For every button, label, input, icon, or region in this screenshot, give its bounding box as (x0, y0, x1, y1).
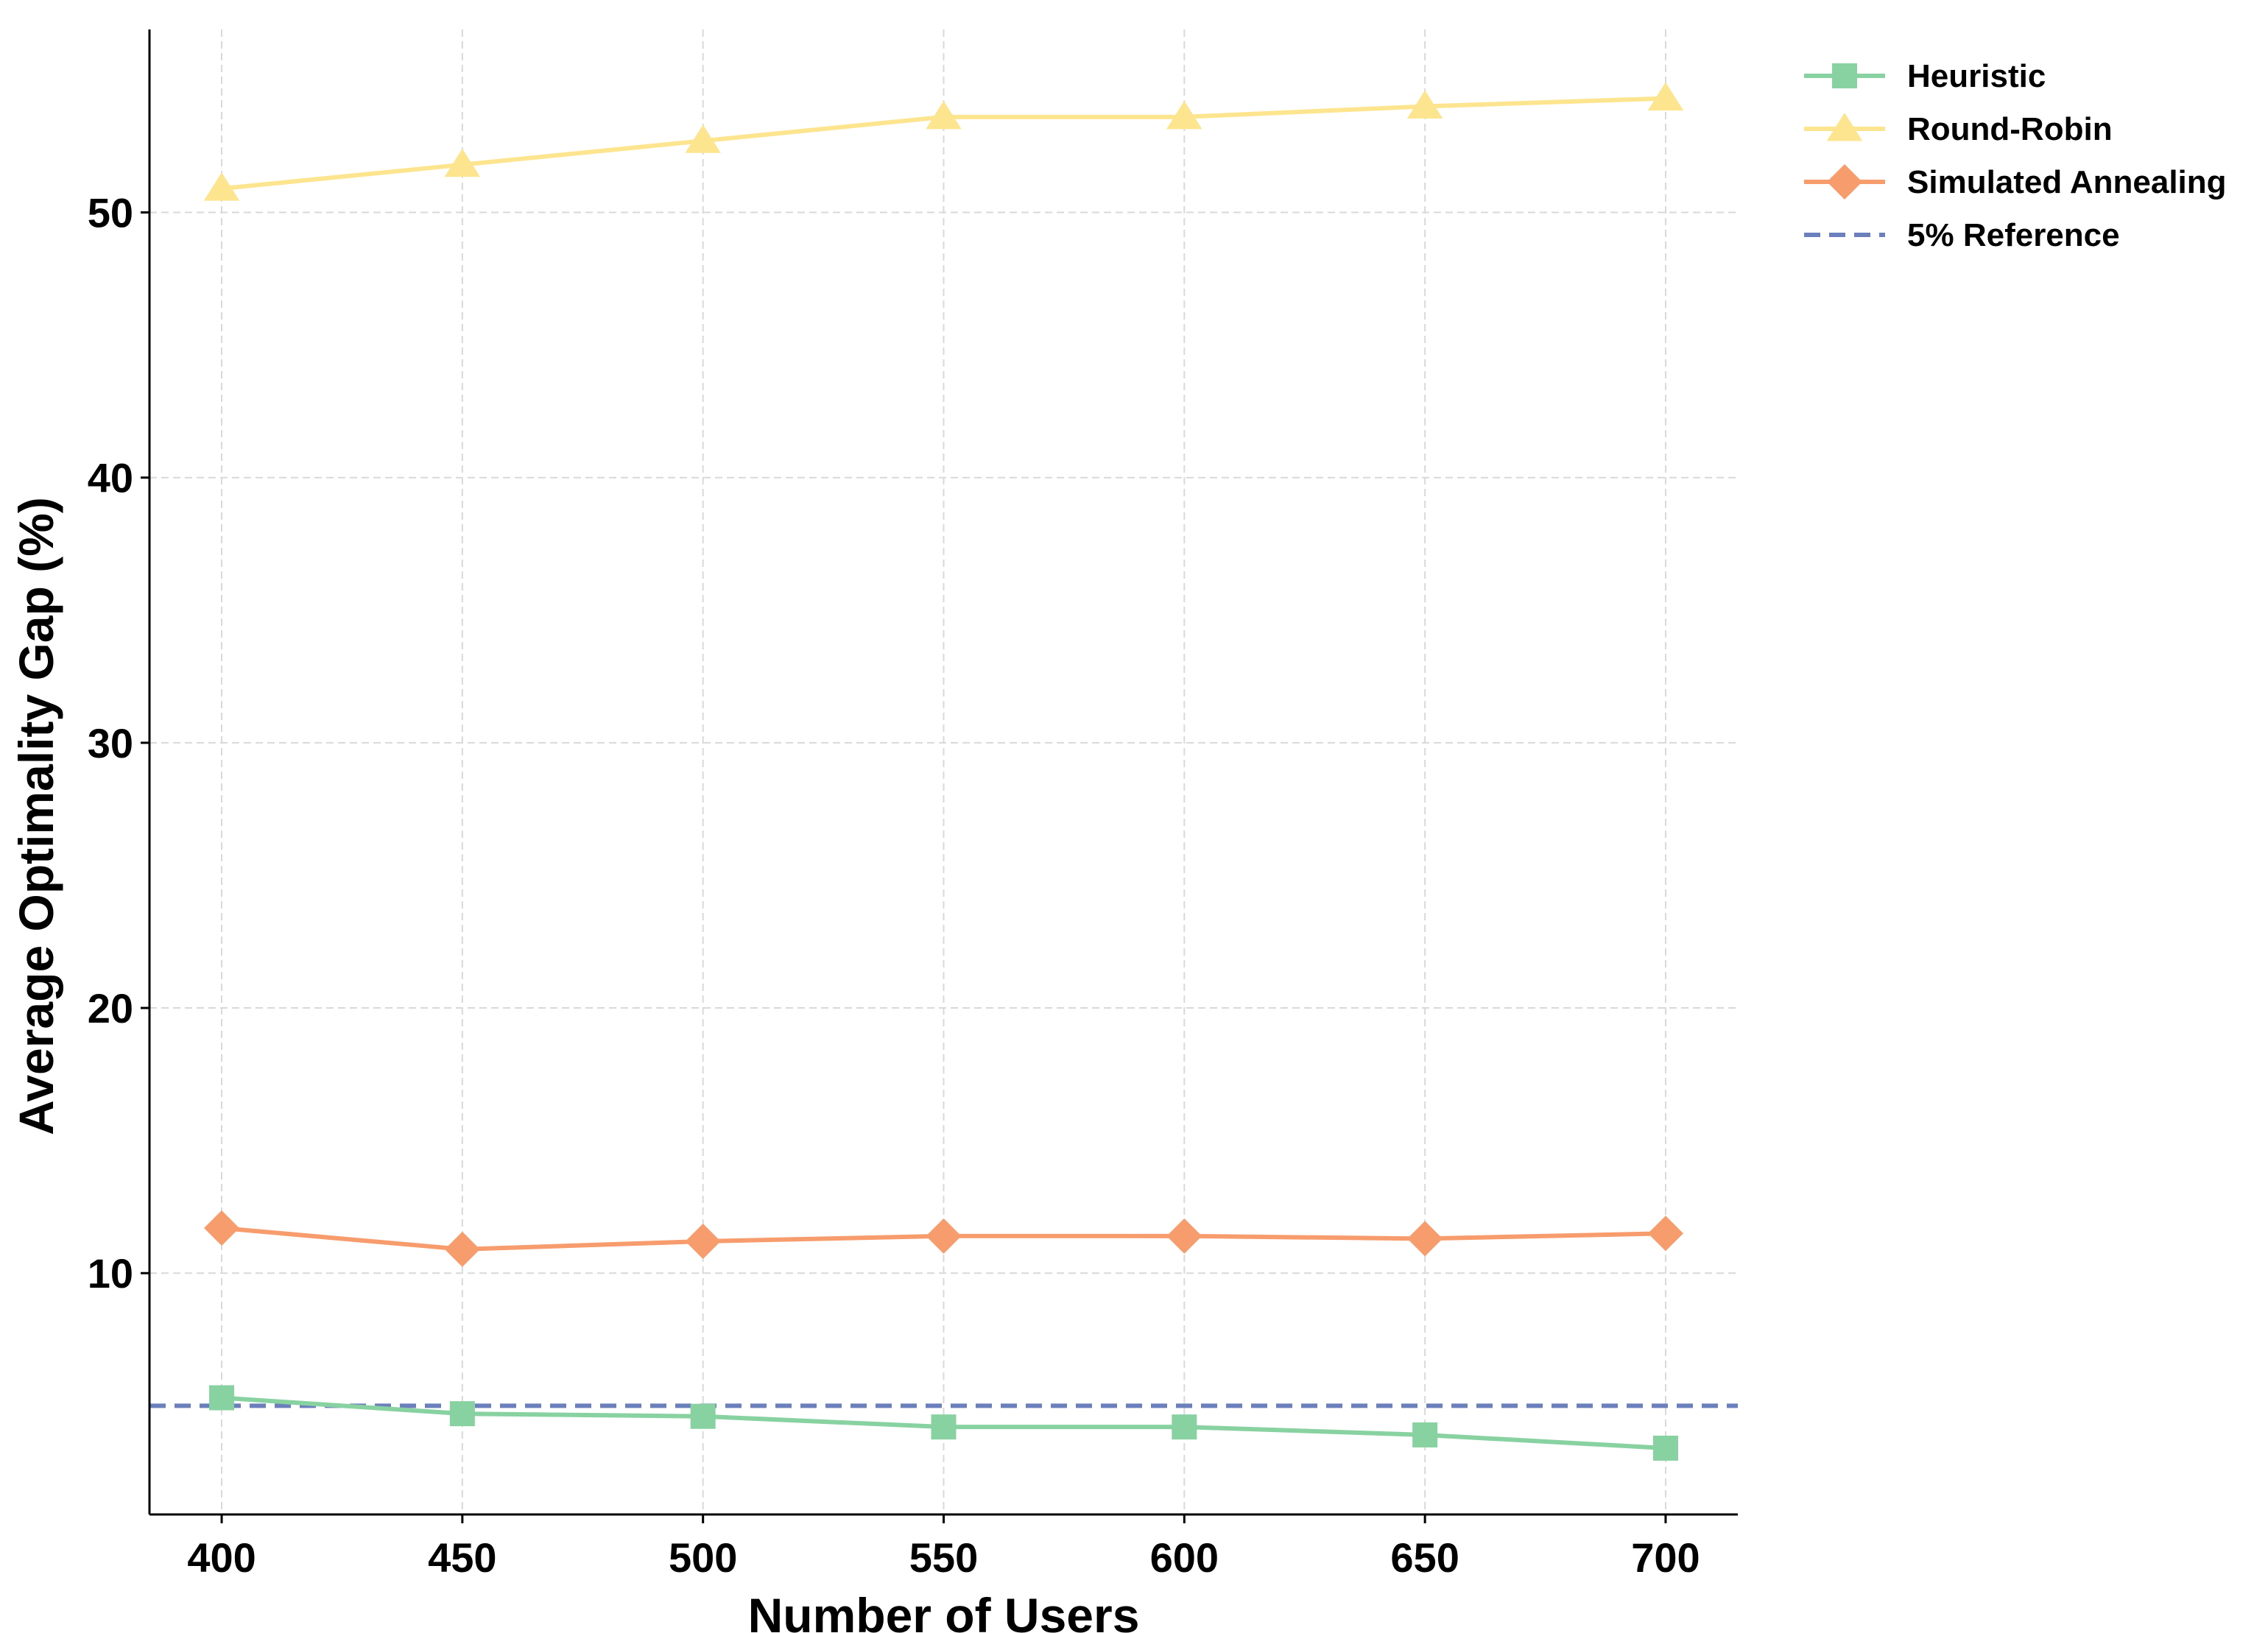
x-tick-label: 650 (1390, 1534, 1459, 1581)
y-axis-title: Average Optimality Gap (%) (9, 497, 63, 1135)
data-series (203, 82, 1684, 1461)
y-tick-label: 10 (88, 1250, 133, 1297)
series-simulated-annealing (204, 1210, 1683, 1267)
data-point (449, 1401, 475, 1427)
data-point (1407, 1221, 1443, 1257)
data-point (204, 1210, 240, 1246)
x-tick-label: 500 (669, 1534, 737, 1581)
data-point (1652, 1435, 1678, 1461)
y-tick-label: 40 (88, 455, 133, 501)
series-heuristic (209, 1385, 1678, 1461)
x-tick-label: 700 (1631, 1534, 1700, 1581)
data-point (1406, 90, 1443, 119)
data-point (1647, 82, 1684, 111)
legend-marker (1832, 63, 1857, 88)
data-point (444, 148, 481, 177)
data-point (926, 1218, 962, 1254)
x-tick-label: 600 (1150, 1534, 1219, 1581)
data-point (203, 172, 240, 201)
legend-label: 5% Reference (1907, 217, 2120, 253)
y-tick-label: 20 (88, 985, 133, 1031)
legend-label: Simulated Annealing (1907, 164, 2227, 200)
data-point (1166, 1218, 1202, 1254)
x-axis-title: Number of Users (748, 1588, 1140, 1633)
x-tick-label: 400 (187, 1534, 256, 1581)
x-tick-label: 550 (909, 1534, 978, 1581)
data-point (1172, 1414, 1197, 1440)
legend-marker (1826, 113, 1863, 141)
y-tick-label: 30 (88, 720, 133, 766)
x-tick-label: 450 (428, 1534, 496, 1581)
data-point (1412, 1422, 1438, 1447)
legend-marker (1827, 164, 1862, 200)
legend-item: Round-Robin (1804, 111, 2113, 147)
data-point (690, 1403, 716, 1429)
data-point (685, 1224, 721, 1260)
axes (141, 29, 1738, 1523)
legend-item: 5% Reference (1804, 217, 2120, 253)
data-point (209, 1385, 235, 1411)
legend: Heuristic Round-Robin Simulated Annealing 5… (1804, 58, 2227, 253)
legend-item: Heuristic (1804, 58, 2046, 94)
data-point (931, 1414, 957, 1440)
legend-label: Heuristic (1907, 58, 2046, 94)
data-point (926, 100, 962, 130)
tick-labels: 400 450 500 550 600 650 700 10 20 30 40 50 (88, 190, 1700, 1581)
y-tick-label: 50 (88, 190, 133, 236)
grid (149, 29, 1738, 1514)
data-point (685, 124, 721, 153)
data-point (444, 1231, 480, 1267)
data-point (1166, 100, 1202, 130)
legend-item: Simulated Annealing (1804, 164, 2227, 200)
legend-label: Round-Robin (1907, 111, 2113, 147)
series-round-robin (203, 82, 1684, 201)
data-point (1647, 1216, 1683, 1252)
